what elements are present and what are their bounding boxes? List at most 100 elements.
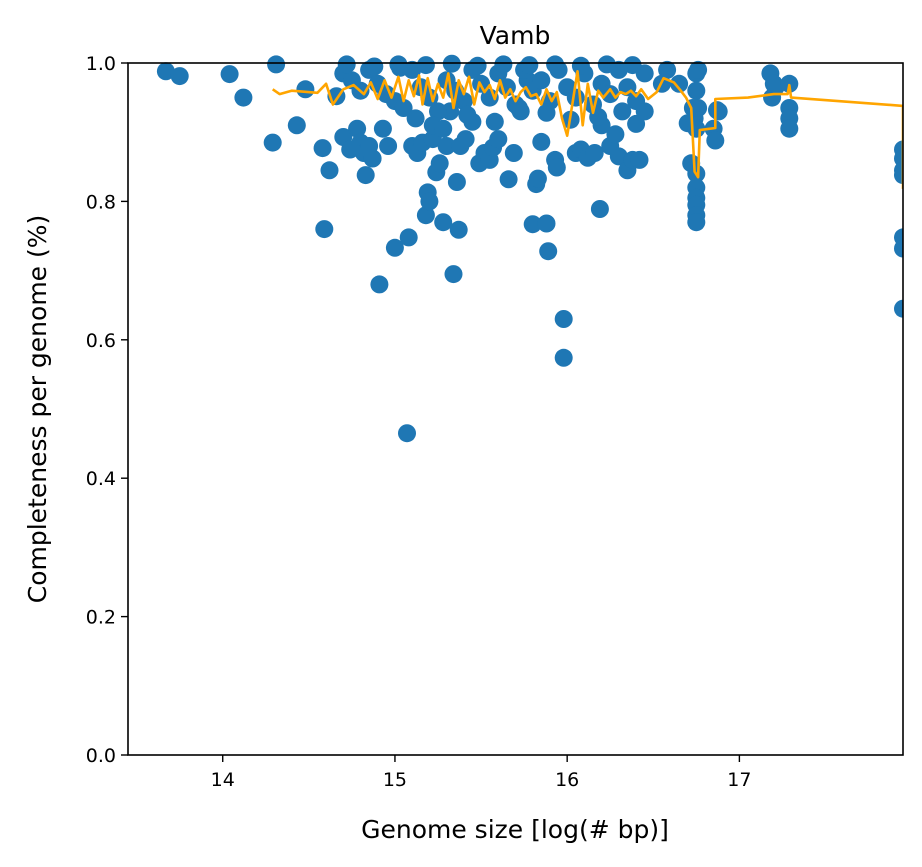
scatter-point [379,137,398,155]
scatter-point [434,119,453,138]
scatter-point [267,55,286,74]
scatter-point [609,147,628,166]
scatter-point [504,144,523,162]
scatter-point [689,99,708,117]
scatter-point [454,92,473,111]
scatter-point [434,213,453,232]
scatter-point [658,60,677,79]
scatter-point [313,139,332,158]
y-tick-label: 0.6 [86,330,116,352]
scatter-point [416,206,435,225]
scatter-point [399,228,418,247]
scatter-point [416,56,435,75]
scatter-point [509,99,528,117]
scatter-point [468,56,487,75]
x-tick-label: 15 [383,769,407,791]
scatter-point [706,131,725,150]
scatter-point [571,56,590,75]
x-tick-label: 16 [555,769,579,791]
scatter-point [296,80,315,99]
scatter-point [670,74,689,93]
scatter-point [263,133,282,152]
scatter-point [532,132,551,151]
scatter-point [520,56,539,75]
scatter-point [437,137,456,155]
scatter-point [394,99,413,117]
scatter-point [554,348,573,367]
y-tick-label: 1.0 [86,53,116,75]
scatter-point [363,149,382,168]
scatter-point [370,275,389,294]
plot-area [156,54,903,443]
scatter-point [420,192,439,211]
scatter-point [613,102,632,121]
y-tick-label: 0.8 [86,191,116,213]
scatter-point [537,214,556,233]
trend-line [271,70,903,189]
scatter-point [373,119,392,138]
scatter-point [537,103,556,122]
scatter-point [444,265,463,284]
scatter-point [687,213,706,232]
scatter-point [456,130,475,149]
scatter-point [687,81,706,100]
scatter-point [780,119,799,138]
y-axis: 0.0 0.2 0.4 0.6 0.8 1.0 [86,53,128,767]
y-tick-label: 0.4 [86,468,116,490]
scatter-point [287,116,306,135]
scatter-point [547,158,566,177]
scatter-point [337,55,356,74]
scatter-point [170,67,189,86]
scatter-point [601,85,620,104]
scatter-point [590,200,609,218]
scatter-point [546,55,565,74]
y-axis-label: Completeness per genome (%) [23,215,52,604]
scatter-point [766,78,785,97]
scatter-point [348,119,367,138]
x-tick-label: 17 [727,769,751,791]
scatter-point [320,161,339,180]
x-axis: 14 15 16 17 [211,755,751,791]
scatter-point [499,170,518,189]
scatter-point [623,56,642,75]
chart-title: Vamb [480,21,551,50]
scatter-point [485,112,504,131]
scatter-point [532,71,551,90]
axes-frame [127,62,904,756]
y-tick-label: 0.2 [86,607,116,629]
scatter-point [635,102,654,121]
x-axis-label: Genome size [log(# bp)] [361,815,669,844]
y-tick-label: 0.0 [86,745,116,767]
scatter-point [365,57,384,76]
scatter-point [389,55,408,74]
scatter-point [494,55,513,74]
scatter-point [894,299,903,318]
scatter-point [458,105,477,124]
scatter-point [523,215,542,234]
scatter-point [385,238,404,257]
scatter-point [709,102,728,121]
scatter-point [597,55,616,74]
scatter-point [894,239,903,258]
scatter-point [429,102,447,121]
scatter-point [430,154,449,173]
scatter-point [220,65,239,84]
scatter-point [630,150,649,169]
x-tick-label: 14 [211,769,235,791]
scatter-point [539,242,558,261]
scatter-point [585,144,604,162]
scatter-point [554,310,573,328]
scatter-point [606,125,625,144]
scatter-point [156,62,175,81]
scatter-point [406,109,425,128]
scatter-point [315,220,334,239]
scatter-point [447,173,466,191]
scatter-point [449,220,468,239]
scatter-point [489,130,508,149]
scatter-point [528,169,547,188]
scatter-point [356,166,375,185]
scatter-point [234,88,253,107]
scatter-point [398,424,416,443]
scatter-point [566,88,585,107]
